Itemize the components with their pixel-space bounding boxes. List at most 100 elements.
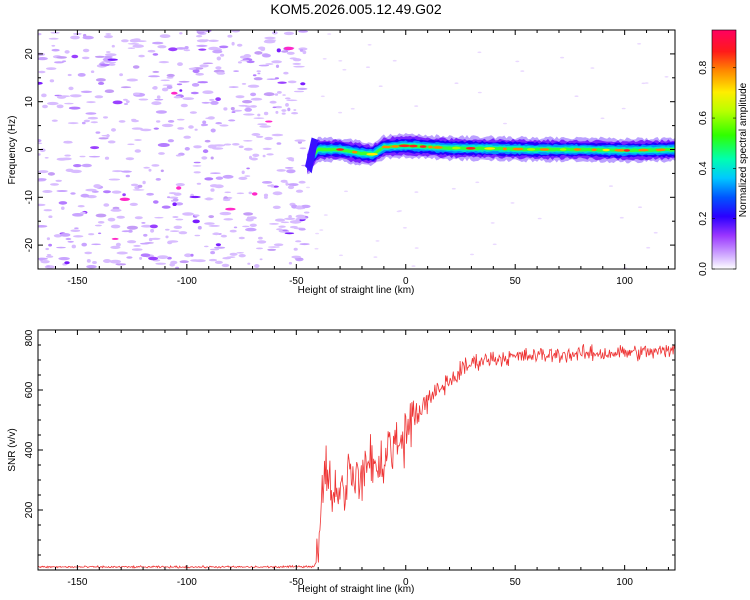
noise-blob xyxy=(160,79,170,82)
noise-blob xyxy=(327,33,332,35)
noise-blob xyxy=(140,224,153,228)
noise-blob xyxy=(262,147,272,150)
noise-blob xyxy=(127,240,137,244)
noise-blob xyxy=(133,244,141,247)
noise-blob xyxy=(303,211,310,214)
noise-blob xyxy=(300,82,306,86)
noise-blob xyxy=(45,247,49,251)
noise-blob xyxy=(132,65,140,69)
noise-blob xyxy=(156,120,161,123)
noise-blob xyxy=(77,73,86,77)
noise-blob xyxy=(344,190,348,193)
noise-blob xyxy=(251,133,261,136)
noise-blob xyxy=(179,260,189,264)
noise-blob xyxy=(269,223,279,225)
noise-blob xyxy=(240,55,247,59)
noise-blob xyxy=(296,205,303,210)
noise-blob xyxy=(266,153,274,156)
noise-blob xyxy=(38,257,48,260)
noise-blob xyxy=(175,218,184,221)
noise-blob xyxy=(247,84,260,88)
noise-blob xyxy=(215,97,221,101)
noise-blob xyxy=(276,142,282,145)
noise-blob xyxy=(184,46,189,50)
noise-blob xyxy=(81,56,90,60)
noise-blob xyxy=(590,67,595,69)
noise-blob xyxy=(153,127,159,130)
noise-blob xyxy=(105,33,112,35)
noise-blob xyxy=(40,260,50,264)
noise-blob xyxy=(297,87,308,90)
noise-blob xyxy=(492,243,497,246)
noise-blob xyxy=(85,188,97,192)
noise-blob xyxy=(299,48,304,52)
noise-blob xyxy=(177,118,185,121)
noise-blob xyxy=(298,228,306,231)
noise-blob xyxy=(77,205,85,208)
noise-blob xyxy=(72,213,84,217)
noise-blob xyxy=(236,192,245,195)
noise-blob xyxy=(646,246,651,249)
noise-blob xyxy=(121,39,129,43)
noise-blob xyxy=(38,70,46,74)
signal-peak xyxy=(638,148,649,152)
noise-blob xyxy=(157,45,167,49)
noise-blob xyxy=(74,227,79,229)
noise-blob xyxy=(282,94,286,96)
noise-blob xyxy=(173,96,182,99)
noise-blob xyxy=(288,215,292,219)
noise-blob xyxy=(103,116,108,119)
noise-blob xyxy=(515,60,520,63)
noise-blob xyxy=(291,112,299,115)
spectrogram-x-tick-label: 50 xyxy=(510,276,522,287)
noise-blob xyxy=(202,149,209,154)
noise-blob xyxy=(168,47,178,52)
noise-blob xyxy=(252,74,257,77)
noise-blob xyxy=(71,54,79,59)
noise-blob xyxy=(621,107,626,110)
noise-blob xyxy=(152,86,157,90)
noise-blob xyxy=(122,193,126,197)
noise-blob xyxy=(259,125,271,128)
noise-blob xyxy=(61,157,72,161)
noise-blob xyxy=(42,104,48,109)
noise-blob xyxy=(215,122,222,125)
noise-blob xyxy=(64,154,71,157)
noise-blob xyxy=(197,225,202,230)
noise-blob xyxy=(175,266,180,269)
signal-peak xyxy=(398,144,410,148)
noise-blob xyxy=(51,119,58,122)
noise-blob xyxy=(65,237,72,241)
noise-blob xyxy=(56,246,66,249)
noise-blob xyxy=(81,121,86,125)
signal-peak xyxy=(428,145,433,149)
noise-blob xyxy=(95,131,101,134)
noise-blob xyxy=(248,216,257,220)
noise-blob xyxy=(275,110,279,114)
noise-blob xyxy=(38,33,42,36)
noise-blob xyxy=(242,100,253,104)
noise-blob xyxy=(215,243,221,247)
noise-blob xyxy=(107,140,116,144)
noise-blob xyxy=(272,185,279,188)
noise-blob xyxy=(255,135,264,138)
noise-blob xyxy=(350,107,355,110)
noise-blob xyxy=(250,92,257,97)
signal-peak xyxy=(352,150,358,154)
noise-blob xyxy=(108,63,116,66)
noise-blob xyxy=(208,39,219,42)
noise-blob xyxy=(159,34,171,38)
noise-blob xyxy=(283,71,289,75)
noise-blob xyxy=(191,83,200,87)
noise-blob xyxy=(205,197,213,201)
noise-blob xyxy=(222,198,231,202)
noise-blob xyxy=(209,184,219,188)
noise-blob xyxy=(98,232,102,235)
noise-blob xyxy=(169,230,180,233)
noise-blob xyxy=(281,112,286,115)
noise-blob xyxy=(503,122,507,125)
noise-blob xyxy=(477,91,482,94)
noise-blob xyxy=(127,143,135,146)
noise-blob xyxy=(63,140,72,143)
snr-y-tick-label: 600 xyxy=(24,381,35,398)
